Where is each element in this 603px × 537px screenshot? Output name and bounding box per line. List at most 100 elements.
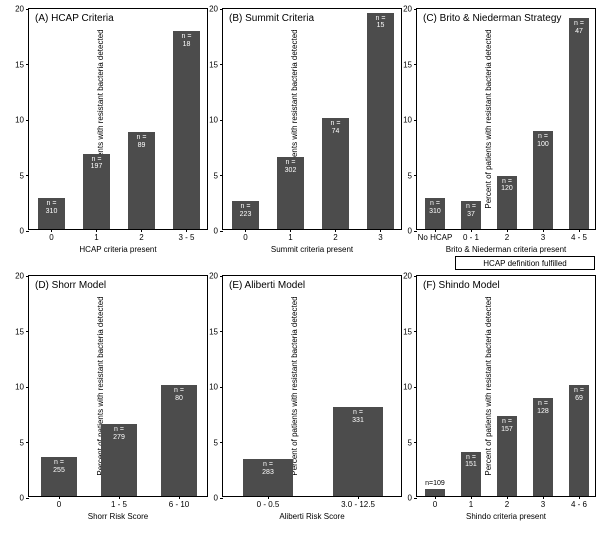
- y-tick: [26, 231, 29, 232]
- x-tick: [245, 229, 246, 232]
- bar-n-label: n =18: [182, 33, 192, 48]
- bar-n-label: n =302: [285, 159, 297, 174]
- x-axis-label: Summit criteria present: [271, 245, 353, 254]
- bar: n =128: [533, 398, 554, 496]
- x-tick-label: 0 - 0.5: [257, 500, 280, 509]
- bar-n-label: n=109: [425, 480, 445, 488]
- x-axis-label: Shorr Risk Score: [88, 512, 148, 521]
- bar-n-label: n =100: [537, 133, 549, 148]
- bar: n =283: [243, 459, 293, 496]
- y-tick: [414, 387, 417, 388]
- bar: n =157: [497, 416, 518, 496]
- y-tick-label: 5: [214, 171, 218, 180]
- bar: n =80: [161, 385, 197, 496]
- x-tick-label: 0: [49, 233, 53, 242]
- y-tick-label: 20: [403, 5, 412, 14]
- bar-n-label: n =69: [574, 387, 584, 402]
- bar-n-label: n =197: [91, 156, 103, 171]
- x-tick-label: 2: [505, 233, 509, 242]
- panel-D: (D) Shorr ModelPercent of patients with …: [28, 275, 208, 497]
- y-tick: [26, 442, 29, 443]
- panel-B: (B) Summit CriteriaPercent of patients w…: [222, 8, 402, 230]
- y-tick-label: 5: [20, 438, 24, 447]
- y-tick-label: 20: [209, 272, 218, 281]
- y-tick: [26, 387, 29, 388]
- x-tick: [380, 229, 381, 232]
- y-tick-label: 15: [15, 60, 24, 69]
- bar: n =15: [367, 13, 394, 229]
- x-tick: [358, 496, 359, 499]
- figure-root: (A) HCAP CriteriaPercent of patients wit…: [0, 0, 603, 537]
- y-axis-label: Percent of patients with resistant bacte…: [484, 29, 493, 208]
- x-tick: [268, 496, 269, 499]
- y-axis-label: Percent of patients with resistant bacte…: [290, 296, 299, 475]
- y-tick: [26, 9, 29, 10]
- x-tick: [435, 229, 436, 232]
- panel-C: (C) Brito & Niederman StrategyPercent of…: [416, 8, 596, 230]
- y-tick-label: 0: [214, 494, 218, 503]
- x-tick-label: 3 - 5: [178, 233, 194, 242]
- bar: n =255: [41, 457, 77, 496]
- bar-n-label: n =120: [501, 178, 513, 193]
- y-tick-label: 0: [408, 494, 412, 503]
- bar: n =18: [173, 31, 200, 229]
- bar-n-label: n =283: [262, 461, 274, 476]
- x-tick-label: 3: [541, 233, 545, 242]
- x-tick-label: 0: [433, 500, 437, 509]
- panel-E: (E) Aliberti ModelPercent of patients wi…: [222, 275, 402, 497]
- y-tick-label: 20: [15, 5, 24, 14]
- y-tick: [220, 9, 223, 10]
- bar-n-label: n =80: [174, 387, 184, 402]
- panel-F: (F) Shindo ModelPercent of patients with…: [416, 275, 596, 497]
- bar: n =120: [497, 176, 518, 229]
- bar-n-label: n =310: [429, 200, 441, 215]
- bar: n =223: [232, 201, 259, 229]
- x-tick: [579, 496, 580, 499]
- y-tick: [26, 64, 29, 65]
- bar: n=109: [425, 489, 446, 496]
- y-tick: [220, 231, 223, 232]
- bar: n =310: [425, 198, 446, 229]
- bar: n =69: [569, 385, 590, 496]
- y-tick-label: 10: [403, 116, 412, 125]
- bar: n =89: [128, 132, 155, 229]
- y-tick: [414, 442, 417, 443]
- x-tick: [543, 229, 544, 232]
- y-tick-label: 20: [15, 272, 24, 281]
- bar-n-label: n =255: [53, 459, 65, 474]
- x-tick: [51, 229, 52, 232]
- y-tick: [220, 498, 223, 499]
- x-tick-label: 3.0 - 12.5: [341, 500, 375, 509]
- x-tick-label: 4 - 5: [571, 233, 587, 242]
- bar-n-label: n =279: [113, 426, 125, 441]
- y-tick-label: 5: [214, 438, 218, 447]
- bar: n =100: [533, 131, 554, 229]
- panel-title-F: (F) Shindo Model: [423, 280, 500, 291]
- hcap-fulfilled-box: HCAP definition fulfilled: [455, 256, 595, 270]
- panel-A: (A) HCAP CriteriaPercent of patients wit…: [28, 8, 208, 230]
- y-tick: [26, 175, 29, 176]
- x-tick: [96, 229, 97, 232]
- y-tick: [414, 9, 417, 10]
- x-tick-label: 1: [469, 500, 473, 509]
- bar-n-label: n =128: [537, 400, 549, 415]
- bar: n =310: [38, 198, 65, 229]
- x-tick: [186, 229, 187, 232]
- x-axis-label: HCAP criteria present: [79, 245, 156, 254]
- bar: n =37: [461, 201, 482, 229]
- x-tick-label: 1: [94, 233, 98, 242]
- bar-n-label: n =223: [240, 203, 252, 218]
- x-axis-label: Brito & Niederman criteria present: [446, 245, 567, 254]
- x-tick-label: 4 - 6: [571, 500, 587, 509]
- y-tick-label: 10: [403, 383, 412, 392]
- x-tick: [59, 496, 60, 499]
- y-tick-label: 5: [408, 438, 412, 447]
- y-tick-label: 10: [209, 383, 218, 392]
- bar: n =331: [333, 407, 383, 496]
- x-axis-label: Shindo criteria present: [466, 512, 546, 521]
- x-tick: [507, 229, 508, 232]
- x-axis-label: Aliberti Risk Score: [279, 512, 344, 521]
- bar: n =151: [461, 452, 482, 496]
- y-tick: [220, 175, 223, 176]
- bar-n-label: n =310: [46, 200, 58, 215]
